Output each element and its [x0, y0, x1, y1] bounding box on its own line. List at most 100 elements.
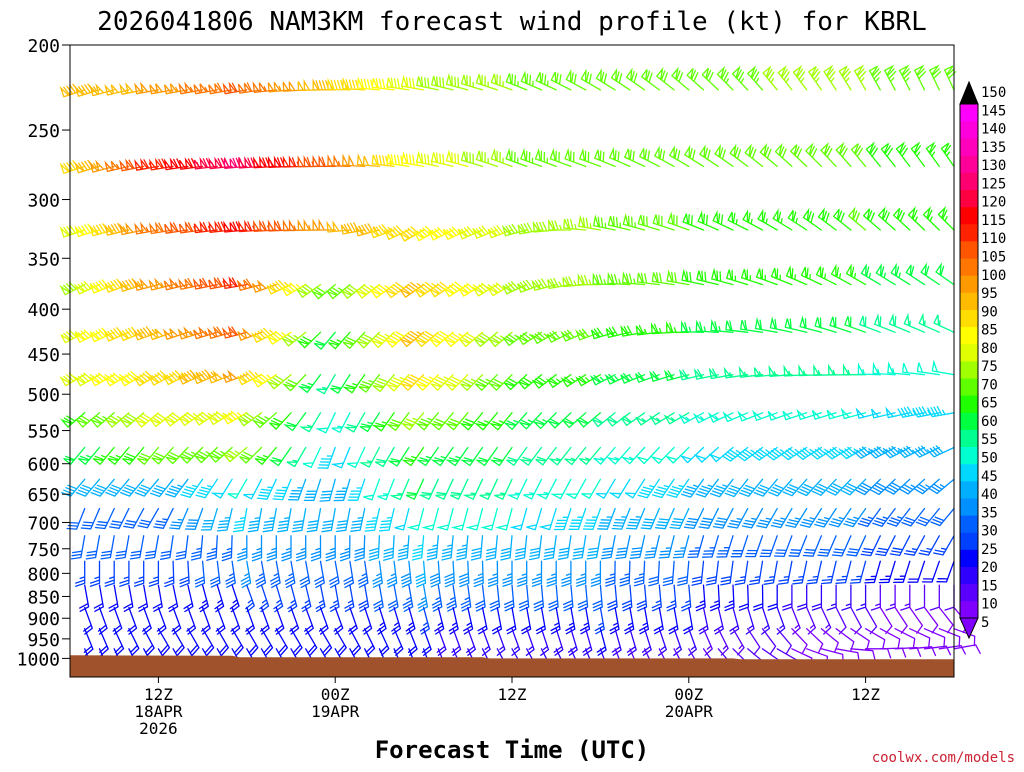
- colorbar-segment: [960, 258, 978, 276]
- wind-barb: [239, 446, 263, 464]
- wind-barb: [80, 507, 101, 530]
- wind-barb: [550, 606, 561, 635]
- wind-barb: [531, 278, 557, 291]
- wind-barb: [890, 262, 911, 286]
- wind-barb: [253, 219, 277, 232]
- wind-barb: [520, 147, 543, 168]
- wind-barb: [342, 153, 366, 168]
- wind-barb: [553, 507, 572, 531]
- wind-barb: [147, 370, 174, 386]
- wind-barb: [531, 374, 557, 389]
- wind-barb: [487, 560, 499, 588]
- x-tick-label: 00Z: [674, 685, 703, 704]
- wind-barb: [442, 226, 469, 240]
- wind-barb: [387, 584, 399, 612]
- wind-barb: [132, 370, 160, 387]
- wind-barb: [620, 372, 646, 384]
- wind-barb: [759, 535, 778, 558]
- wind-barb: [328, 331, 351, 350]
- wind-barb: [811, 478, 837, 496]
- wind-barb: [134, 560, 145, 587]
- wind-barb: [872, 361, 896, 376]
- wind-barb: [835, 606, 847, 635]
- wind-barb: [206, 411, 233, 426]
- wind-barb: [753, 478, 778, 497]
- wind-barb: [178, 277, 204, 290]
- wind-barb: [358, 374, 381, 393]
- wind-barb: [445, 72, 469, 91]
- wind-barb: [92, 446, 115, 465]
- wind-barb: [641, 628, 652, 656]
- wind-barb: [546, 330, 572, 343]
- wind-barb: [314, 560, 325, 589]
- wind-barb: [562, 276, 587, 288]
- wind-barb: [748, 560, 764, 586]
- wind-barb: [695, 478, 719, 498]
- wind-barb: [414, 412, 439, 431]
- wind-barb: [521, 606, 532, 635]
- wind-barb: [725, 320, 749, 333]
- wind-barb: [254, 446, 277, 465]
- wind-barb: [236, 278, 263, 291]
- wind-barb: [354, 283, 381, 299]
- wind-barb: [70, 535, 86, 560]
- wind-barb: [918, 312, 940, 333]
- wind-barb: [722, 411, 749, 423]
- wind-barb: [850, 143, 867, 168]
- wind-barb: [751, 409, 778, 421]
- y-tick-label: 950: [27, 630, 60, 651]
- wind-barb: [466, 628, 476, 656]
- wind-barb: [608, 478, 631, 499]
- wind-barb: [503, 412, 528, 430]
- terrain-layer: [70, 655, 954, 677]
- wind-barb: [275, 628, 288, 656]
- wind-barb: [444, 560, 455, 588]
- x-tick-label: 00Z: [321, 685, 350, 704]
- wind-barb: [104, 222, 130, 236]
- wind-barb: [547, 446, 572, 466]
- wind-barb: [860, 263, 881, 286]
- wind-barb: [638, 606, 650, 635]
- wind-barb: [89, 83, 115, 97]
- wind-barb: [695, 584, 706, 612]
- wind-barb: [325, 535, 336, 562]
- colorbar-label: 150: [981, 85, 1006, 101]
- wind-barb: [750, 446, 778, 461]
- wind-barb: [622, 271, 646, 286]
- wind-barb: [922, 206, 940, 231]
- wind-barb: [129, 535, 145, 560]
- wind-barb: [148, 221, 174, 235]
- colorbar-label: 80: [981, 341, 998, 357]
- wind-barb: [626, 628, 637, 656]
- wind-barb: [151, 446, 174, 465]
- wind-barb: [462, 478, 484, 500]
- wind-barb: [797, 478, 823, 497]
- wind-barb: [517, 222, 543, 235]
- wind-barb: [143, 628, 155, 656]
- wind-barb: [134, 81, 160, 95]
- wind-barb: [405, 606, 416, 635]
- wind-barb: [923, 606, 939, 634]
- wind-barb: [133, 277, 160, 291]
- wind-barb: [255, 560, 267, 589]
- wind-barb: [137, 507, 160, 529]
- wind-barb: [214, 584, 225, 613]
- wind-barb: [918, 535, 940, 556]
- wind-barb: [75, 478, 101, 497]
- wind-barb: [682, 213, 705, 231]
- wind-barb: [823, 64, 837, 91]
- wind-barb: [870, 478, 896, 496]
- wind-barb: [386, 154, 410, 168]
- wind-barb: [251, 412, 277, 429]
- wind-barb: [431, 584, 443, 612]
- wind-barb: [502, 281, 528, 295]
- wind-barb: [568, 507, 587, 531]
- wind-barb: [820, 560, 837, 585]
- wind-barb: [586, 535, 602, 560]
- wind-barb: [148, 560, 160, 587]
- wind-barb: [208, 220, 233, 233]
- wind-barb: [415, 330, 439, 348]
- wind-barb: [757, 208, 778, 231]
- wind-barb: [465, 507, 484, 531]
